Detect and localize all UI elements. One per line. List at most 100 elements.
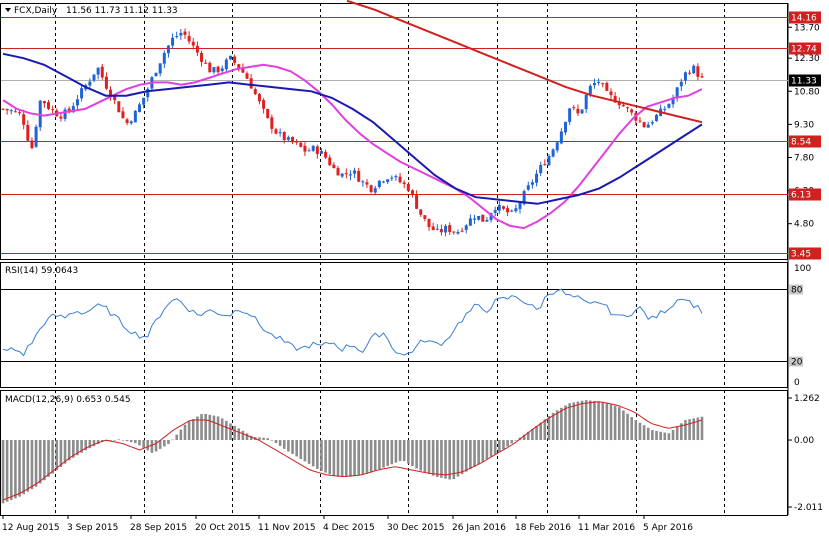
candle-body — [679, 81, 683, 87]
candle-body — [510, 210, 514, 212]
level-badge — [789, 135, 821, 148]
macd-bar — [88, 440, 92, 449]
candle-body — [439, 229, 443, 233]
candle-body — [245, 73, 249, 79]
macd-bar — [481, 440, 485, 462]
level-badge — [789, 42, 821, 55]
candle-body — [233, 56, 237, 63]
macd-bar — [5, 440, 9, 502]
macd-bar — [464, 440, 468, 472]
candle-body — [406, 184, 410, 191]
candle-body — [191, 41, 195, 46]
macd-bar — [502, 440, 505, 450]
candle-body — [42, 101, 46, 104]
macd-bar — [332, 440, 336, 476]
macd-bar — [498, 440, 501, 452]
macd-bar — [510, 440, 514, 444]
macd-bar — [448, 440, 451, 480]
candle-body — [129, 121, 133, 124]
macd-bar — [287, 440, 290, 452]
macd-bar — [63, 440, 67, 464]
macd-indicator: 1.262 0.00 -2.011 — [1, 394, 823, 513]
macd-bar — [1, 440, 5, 504]
candle-body — [630, 109, 634, 113]
candle-body — [117, 101, 121, 113]
candle-body — [59, 116, 63, 119]
candle-body — [617, 101, 621, 106]
macd-bar — [390, 440, 394, 465]
macd-bar — [320, 440, 323, 471]
candle-body — [121, 111, 125, 119]
candle-body — [671, 98, 675, 105]
candle-body — [291, 137, 295, 143]
macd-bar — [700, 416, 704, 441]
macd-bar — [154, 440, 158, 452]
macd-bar — [167, 440, 170, 444]
macd-bar — [282, 440, 286, 449]
candle-body — [340, 173, 344, 177]
macd-bar — [526, 431, 530, 441]
macd-bar — [398, 440, 402, 461]
dropdown-triangle-icon[interactable] — [5, 8, 11, 12]
macd-bar — [18, 440, 21, 497]
candle-body — [377, 180, 381, 188]
rsi-scale-label: 100 — [794, 264, 811, 274]
macd-label: MACD(12,26,9) 0.653 0.545 — [5, 395, 131, 405]
macd-bar — [216, 416, 220, 441]
macd-bar — [415, 440, 418, 469]
macd-bar — [266, 438, 270, 441]
x-tick-label: 18 Feb 2016 — [515, 523, 571, 533]
candle-body — [568, 108, 572, 122]
macd-bar — [646, 427, 650, 441]
x-tick-label: 26 Jan 2016 — [452, 523, 506, 533]
macd-bar — [535, 425, 538, 441]
candle-body — [485, 220, 489, 222]
candle-body — [613, 95, 617, 103]
macd-bar — [365, 440, 369, 474]
macd-bar — [386, 440, 389, 466]
candle-body — [386, 179, 390, 182]
macd-bar — [225, 420, 228, 441]
candle-body — [228, 55, 232, 60]
macd-bar — [113, 440, 116, 441]
macd-bar — [514, 440, 518, 441]
rsi-line — [2, 288, 703, 357]
macd-bar — [43, 440, 46, 481]
macd-bar — [220, 418, 224, 441]
macd-bar — [26, 440, 30, 492]
y-tick-label: 7.80 — [794, 153, 814, 163]
macd-bar — [568, 403, 571, 441]
macd-bar — [59, 440, 63, 467]
candle-body — [696, 66, 700, 77]
candle-body — [104, 76, 108, 89]
candle-body — [187, 35, 191, 42]
candle-body — [92, 74, 96, 81]
candle-body — [324, 151, 328, 158]
candle-body — [576, 108, 580, 114]
macd-bar — [233, 425, 236, 441]
macd-bar — [316, 440, 319, 469]
macd-bar — [626, 413, 629, 441]
candle-body — [501, 206, 505, 209]
candle-body — [311, 146, 315, 151]
macd-bar — [163, 440, 166, 447]
macd-bar — [489, 440, 493, 457]
macd-bar — [684, 420, 687, 441]
candle-body — [282, 131, 286, 141]
rsi-label: RSI(14) 59.0643 — [5, 266, 78, 276]
macd-bar — [324, 440, 327, 473]
macd-bar — [270, 440, 274, 441]
candle-body — [522, 191, 526, 205]
macd-bar — [80, 440, 83, 453]
macd-bar — [382, 440, 385, 468]
candle-body — [390, 177, 394, 179]
macd-bar — [638, 422, 642, 441]
macd-bar — [349, 440, 352, 477]
candle-body — [9, 110, 13, 112]
macd-bar — [142, 440, 145, 448]
candle-body — [5, 108, 9, 111]
macd-scale-label: 1.262 — [794, 394, 820, 404]
macd-bar — [696, 417, 700, 441]
rsi-level-badge — [789, 356, 803, 367]
macd-bar — [76, 440, 79, 456]
